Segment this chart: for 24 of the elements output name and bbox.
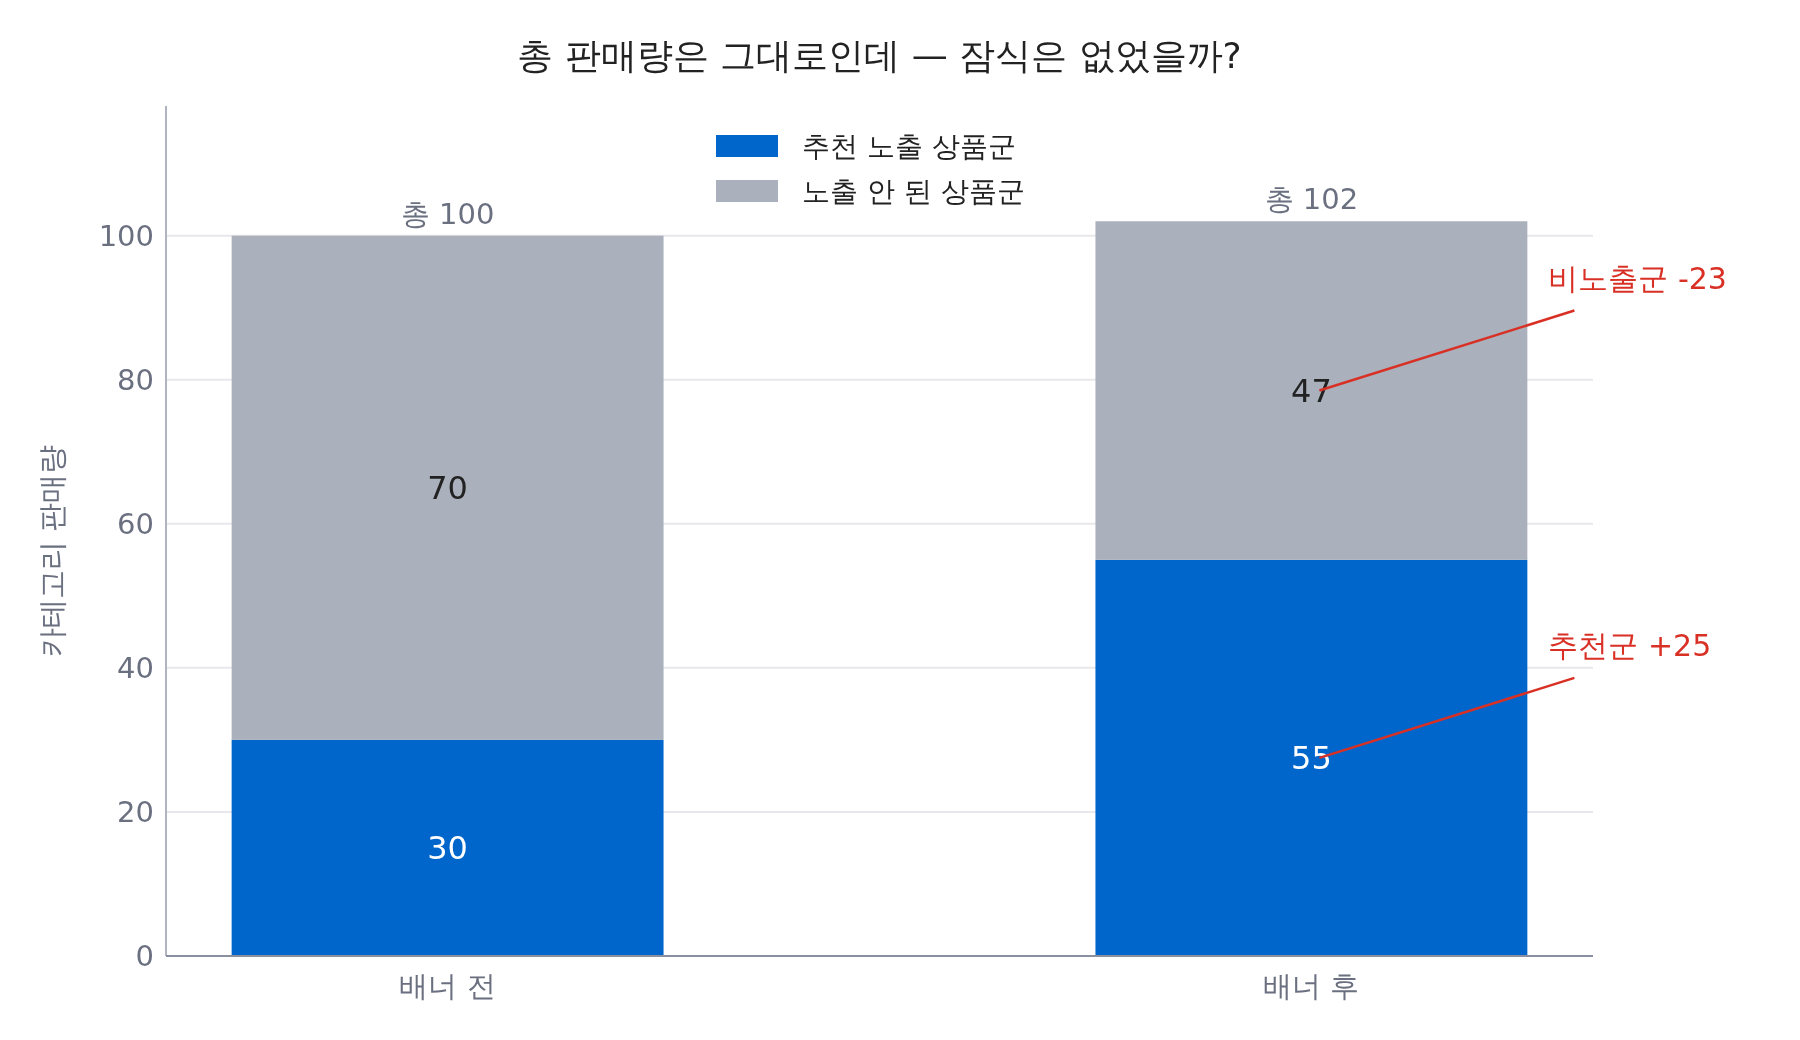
bar <box>1095 559 1528 956</box>
annotation: 비노출군 -23 <box>1548 260 1727 296</box>
total-label: 총 100 <box>400 196 495 231</box>
total-label: 총 102 <box>1264 182 1359 217</box>
data-label: 47 <box>1291 371 1332 410</box>
data-label: 30 <box>427 828 468 867</box>
x-tick-label: 배너 전 <box>399 969 496 1003</box>
y-tick-label: 0 <box>135 939 154 973</box>
chart-title: 총 판매량은 그대로인데 — 잠식은 없었을까? <box>517 35 1242 76</box>
legend-label: 노출 안 된 상품군 <box>802 175 1025 208</box>
legend-label: 추천 노출 상품군 <box>802 130 1016 163</box>
data-label: 55 <box>1291 738 1332 777</box>
bar <box>1095 221 1528 560</box>
x-tick-label: 배너 후 <box>1263 969 1360 1003</box>
annotation: 추천군 +25 <box>1548 627 1712 663</box>
y-tick-label: 60 <box>117 506 154 541</box>
y-tick-label: 40 <box>117 650 154 685</box>
bar <box>231 235 664 740</box>
data-label: 70 <box>427 468 468 507</box>
y-axis-title: 카테고리 판매량 <box>35 444 69 658</box>
y-tick-label: 80 <box>117 362 154 397</box>
y-tick-label: 100 <box>98 218 154 253</box>
bar <box>231 739 664 956</box>
y-tick-label: 20 <box>117 794 154 829</box>
